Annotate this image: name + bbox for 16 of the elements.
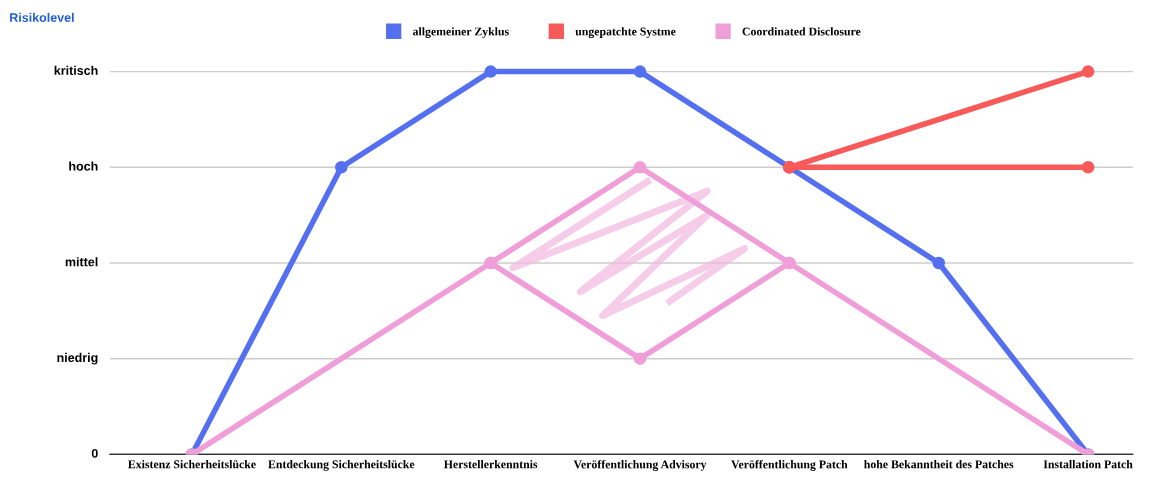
legend-label: ungepatchte Systme [575,27,676,38]
ref-line-label: niedrig [57,352,98,365]
x-tick-label: Veröffentlichung Patch [731,459,848,471]
legend-label: Coordinated Disclosure [742,27,861,36]
x-tick-label: Veröffentlichung Advisory [573,459,707,471]
legend-label: allgemeiner Zyklus [412,27,509,38]
y-axis-title: Risikolevel [10,12,74,22]
x-tick-label: Existenz Sicherheitslücke [128,459,256,469]
ref-line-label: kritisch [54,65,98,75]
x-tick-label: hohe Bekanntheit des Patches [864,459,1014,469]
x-tick-label: Installation Patch [1043,459,1133,469]
ref-line-label: mittel [65,257,98,267]
ref-line-label: hoch [69,161,98,171]
x-tick-label: Entdeckung Sicherheitslücke [268,459,415,471]
x-tick-label: Herstellerkenntnis [443,459,538,469]
ref-line-label: 0 [91,448,98,458]
